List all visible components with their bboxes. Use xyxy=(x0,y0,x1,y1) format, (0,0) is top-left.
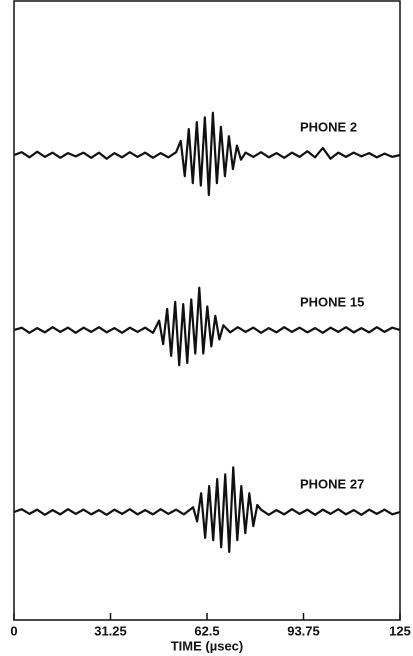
trace-label: PHONE 15 xyxy=(300,294,364,309)
waveform xyxy=(13,111,401,197)
x-tick-label: 0 xyxy=(10,623,17,638)
trace-label: PHONE 27 xyxy=(300,476,364,491)
x-tick-label: 31.25 xyxy=(94,623,127,638)
x-tick-label: 125 xyxy=(389,623,411,638)
waveform xyxy=(13,286,401,367)
x-tick-label: 62.5 xyxy=(194,623,219,638)
x-tick-label: 93.75 xyxy=(287,623,320,638)
trace-label: PHONE 2 xyxy=(300,119,357,134)
x-axis-label: TIME (µsec) xyxy=(171,638,244,653)
waveform xyxy=(13,466,401,554)
